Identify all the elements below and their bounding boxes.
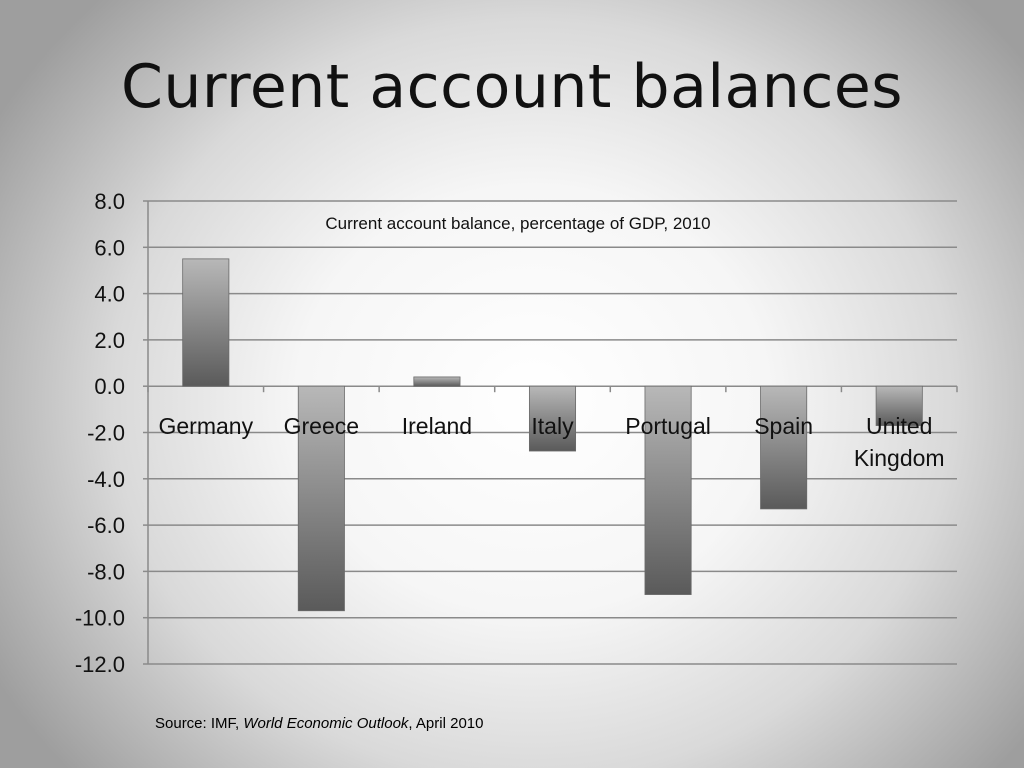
y-tick-label: 2.0 [94, 328, 125, 353]
bar-united-kingdom [875, 385, 923, 426]
category-label: Germany [158, 413, 253, 439]
category-label: Spain [754, 413, 813, 439]
category-label: Italy [531, 413, 574, 439]
bar-spain [760, 385, 808, 510]
category-label: Greece [284, 413, 359, 439]
y-tick-label: 0.0 [94, 374, 125, 399]
y-tick-label: 4.0 [94, 282, 125, 307]
bar-italy [528, 385, 577, 452]
bar-ireland [413, 376, 461, 387]
y-tick-label: 6.0 [94, 235, 125, 260]
category-label: Portugal [625, 413, 711, 439]
bar-germany [182, 258, 230, 387]
source-suffix: , April 2010 [408, 715, 484, 732]
y-tick-label: 8.0 [94, 189, 125, 214]
y-tick-label: -2.0 [87, 421, 125, 446]
category-label: Ireland [402, 413, 472, 439]
y-tick-label: -8.0 [87, 559, 125, 584]
source-note: Source: IMF, World Economic Outlook, Apr… [155, 715, 483, 732]
bar-greece [297, 385, 345, 612]
chart-title: Current account balance, percentage of G… [325, 214, 710, 233]
source-publication: World Economic Outlook [243, 715, 409, 732]
category-label: United [866, 413, 932, 439]
y-tick-label: -4.0 [87, 467, 125, 492]
y-tick-label: -12.0 [75, 652, 125, 677]
y-tick-label: -10.0 [75, 606, 125, 631]
category-label: Kingdom [854, 445, 945, 471]
slide-title: Current account balances [120, 52, 903, 122]
y-tick-label: -6.0 [87, 513, 125, 538]
bar-portugal [644, 385, 692, 595]
bar-chart: 8.0 6.0 4.0 2.0 0.0 -2.0 -4.0 -6.0 -8.0 -10.0 -12.… [75, 189, 958, 677]
source-prefix: Source: IMF, [155, 715, 244, 732]
